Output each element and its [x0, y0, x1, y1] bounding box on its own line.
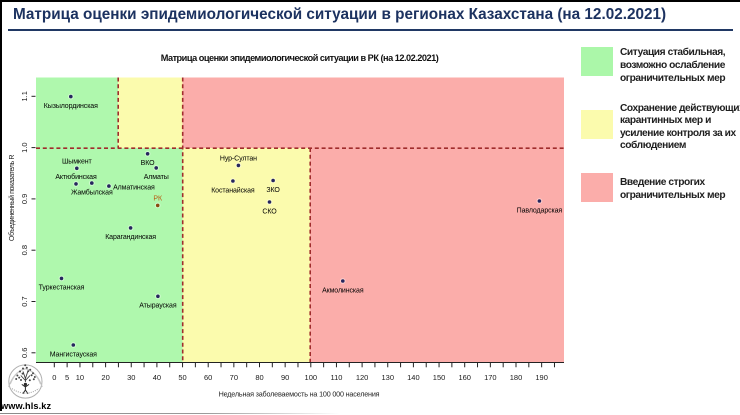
- svg-text:110: 110: [330, 373, 342, 382]
- svg-text:70: 70: [230, 373, 238, 382]
- svg-text:Недельная заболеваемость на 10: Недельная заболеваемость на 100 000 насе…: [219, 390, 380, 399]
- svg-text:Костанайская: Костанайская: [211, 186, 255, 194]
- svg-text:Алматинская: Алматинская: [113, 184, 155, 191]
- svg-text:30: 30: [127, 373, 135, 382]
- svg-text:0.6: 0.6: [20, 348, 29, 358]
- svg-text:140: 140: [407, 373, 420, 382]
- svg-text:Актюбинская: Актюбинская: [55, 173, 97, 181]
- svg-text:Мангистауская: Мангистауская: [50, 351, 97, 358]
- svg-text:160: 160: [458, 373, 471, 382]
- svg-text:5: 5: [65, 373, 69, 382]
- svg-text:50: 50: [178, 373, 186, 382]
- svg-text:170: 170: [484, 373, 497, 382]
- svg-text:Шымкент: Шымкент: [62, 159, 93, 166]
- svg-text:80: 80: [255, 373, 263, 382]
- svg-text:130: 130: [381, 373, 394, 382]
- svg-text:Туркестанская: Туркестанская: [39, 285, 85, 292]
- svg-text:0: 0: [52, 373, 56, 382]
- svg-text:СКО: СКО: [262, 208, 277, 215]
- svg-text:0.9: 0.9: [20, 194, 29, 204]
- svg-text:Карагандинская: Карагандинская: [105, 234, 156, 241]
- svg-text:100: 100: [305, 373, 318, 382]
- svg-text:1.1: 1.1: [20, 91, 29, 101]
- svg-text:Нур-Султан: Нур-Султан: [220, 156, 257, 163]
- svg-text:Атырауская: Атырауская: [139, 303, 177, 310]
- svg-text:Акмолинская: Акмолинская: [322, 287, 364, 294]
- svg-text:20: 20: [101, 373, 109, 382]
- svg-text:40: 40: [153, 373, 161, 382]
- svg-text:60: 60: [204, 373, 212, 382]
- svg-text:Кызылординская: Кызылординская: [44, 103, 98, 110]
- svg-text:Матрица оценки эпидемиологичес: Матрица оценки эпидемиологической ситуац…: [161, 53, 439, 63]
- svg-text:0.7: 0.7: [20, 296, 29, 306]
- svg-text:150: 150: [433, 373, 446, 382]
- svg-text:Алматы: Алматы: [144, 174, 169, 181]
- svg-text:10: 10: [76, 373, 84, 382]
- svg-text:Объединенный показатель R: Объединенный показатель R: [8, 155, 16, 241]
- svg-text:ЗКО: ЗКО: [266, 187, 280, 194]
- svg-text:190: 190: [535, 373, 548, 382]
- svg-text:Павлодарская: Павлодарская: [517, 207, 563, 214]
- svg-text:180: 180: [510, 373, 523, 382]
- svg-text:Жамбылская: Жамбылская: [71, 188, 113, 196]
- svg-text:РК: РК: [153, 196, 163, 203]
- svg-text:ВКО: ВКО: [141, 160, 155, 167]
- svg-text:1.0: 1.0: [20, 142, 29, 152]
- svg-text:90: 90: [281, 373, 289, 382]
- svg-text:120: 120: [356, 373, 369, 382]
- svg-text:0.8: 0.8: [20, 245, 29, 255]
